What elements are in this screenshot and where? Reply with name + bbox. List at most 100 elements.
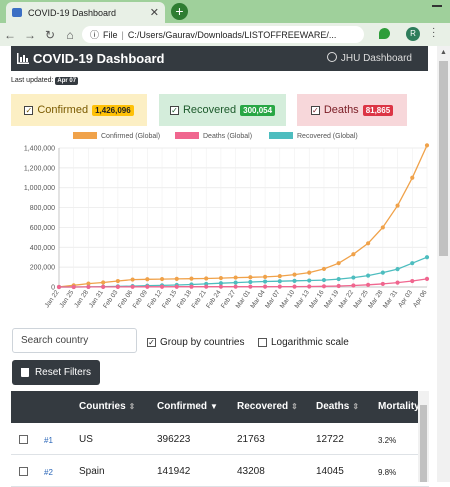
series-line — [59, 256, 428, 288]
deaths-card[interactable]: ✓ Deaths 81,865 — [297, 94, 407, 126]
y-tick-label: 1,200,000 — [24, 165, 55, 172]
tab-title: COVID-19 Dashboard — [28, 7, 117, 18]
data-point — [307, 278, 312, 283]
bar-chart-icon — [17, 53, 29, 64]
legend-swatch — [73, 132, 97, 139]
search-country-input[interactable] — [12, 328, 137, 353]
browser-tab[interactable]: COVID-19 Dashboard ✕ — [6, 2, 165, 23]
sort-desc-icon: ▼ — [210, 402, 218, 411]
page-scrollbar[interactable]: ▲ — [437, 46, 450, 482]
data-point — [277, 279, 282, 284]
data-point — [159, 276, 165, 282]
address-bar[interactable]: ⓘ File | C:/Users/Gaurav/Downloads/LISTO… — [82, 26, 364, 43]
table-row[interactable]: #2 Spain 141942 43208 14045 9.8% — [11, 455, 429, 487]
row-checkbox[interactable] — [19, 467, 28, 476]
data-point — [366, 273, 371, 278]
logarithmic-scale-option[interactable]: Logarithmic scale — [258, 337, 349, 348]
sort-icon: ⇕ — [128, 402, 136, 411]
close-tab-icon[interactable]: ✕ — [149, 7, 159, 19]
col-mortality[interactable]: Mortality — [378, 401, 418, 412]
data-point — [277, 284, 282, 289]
confirmed-checkbox[interactable]: ✓ — [24, 105, 34, 115]
data-point — [218, 284, 224, 289]
deaths-label: Deaths — [323, 104, 359, 116]
reset-filters-button[interactable]: Reset Filters — [12, 360, 100, 385]
last-updated-date: Apr 07 — [55, 77, 79, 85]
data-point — [248, 275, 253, 280]
home-icon[interactable]: ⌂ — [66, 27, 74, 42]
deaths-checkbox[interactable]: ✓ — [310, 105, 320, 115]
extension-icon[interactable] — [379, 28, 390, 39]
group-by-countries-label: Group by countries — [160, 337, 245, 348]
table-scroll-thumb[interactable] — [420, 405, 427, 482]
data-point — [424, 276, 430, 281]
country-name: Spain — [79, 466, 105, 477]
data-point — [115, 278, 120, 284]
row-index: #2 — [44, 468, 53, 477]
row-checkbox[interactable] — [19, 435, 28, 444]
data-point — [380, 270, 385, 275]
mortality-rate: 9.8% — [378, 468, 397, 477]
reset-filters-label: Reset Filters — [34, 367, 92, 378]
data-point — [145, 284, 150, 289]
y-tick-label: 600,000 — [30, 225, 55, 232]
data-point — [351, 275, 356, 280]
data-point — [292, 272, 297, 277]
data-point — [262, 279, 268, 284]
data-point — [86, 281, 91, 286]
global-cases-chart: Confirmed (Global) Deaths (Global) Recover… — [24, 132, 430, 310]
forward-icon[interactable]: → — [24, 27, 36, 42]
legend-label: Recovered (Global) — [297, 133, 358, 140]
y-tick-label: 1,000,000 — [24, 185, 55, 192]
recovered-count: 43208 — [237, 466, 265, 477]
minimize-icon[interactable] — [432, 5, 442, 7]
recovered-card[interactable]: ✓ Recovered 300,054 — [159, 94, 286, 126]
data-point — [351, 252, 356, 257]
logarithmic-scale-label: Logarithmic scale — [271, 337, 349, 348]
data-point — [292, 284, 297, 289]
data-point — [174, 284, 179, 289]
trash-icon — [20, 368, 29, 377]
scroll-up-icon[interactable]: ▲ — [440, 49, 447, 56]
profile-avatar[interactable]: R — [406, 27, 420, 41]
y-tick-label: 400,000 — [30, 245, 55, 252]
y-tick-label: 1,400,000 — [24, 146, 55, 153]
recovered-checkbox[interactable]: ✓ — [169, 105, 179, 115]
data-point — [145, 277, 150, 282]
data-point — [410, 261, 415, 266]
data-point — [321, 277, 327, 283]
data-point — [218, 281, 224, 286]
table-row[interactable]: #1 US 396223 21763 12722 3.2% — [11, 423, 429, 455]
col-confirmed[interactable]: Confirmed ▼ — [157, 401, 218, 412]
data-point — [101, 280, 106, 285]
data-point — [366, 241, 371, 246]
col-deaths[interactable]: Deaths ⇕ — [316, 401, 360, 412]
col-recovered[interactable]: Recovered ⇕ — [237, 401, 298, 412]
data-point — [233, 280, 238, 285]
data-point — [189, 276, 194, 281]
countries-table: Countries ⇕ Confirmed ▼ Recovered ⇕ Deaths ⇕… — [11, 391, 429, 487]
x-tick-label: Apr 03 — [397, 289, 414, 309]
back-icon[interactable]: ← — [4, 27, 16, 42]
table-scrollbar[interactable] — [418, 391, 429, 482]
col-countries[interactable]: Countries ⇕ — [79, 401, 136, 412]
data-point — [189, 284, 194, 289]
data-point — [410, 175, 415, 180]
confirmed-card[interactable]: ✓ Confirmed 1,426,096 — [11, 94, 147, 126]
group-by-countries-checkbox[interactable]: ✓ — [147, 338, 156, 347]
group-by-countries-option[interactable]: ✓ Group by countries — [147, 337, 245, 348]
jhu-dashboard-link[interactable]: JHU Dashboard — [326, 52, 412, 64]
data-point — [115, 284, 120, 289]
data-point — [101, 284, 106, 290]
data-point — [233, 284, 238, 289]
deaths-count: 14045 — [316, 466, 344, 477]
page-scroll-thumb[interactable] — [439, 61, 448, 256]
sort-icon: ⇕ — [291, 402, 298, 411]
logarithmic-scale-checkbox[interactable] — [258, 338, 267, 347]
data-point — [307, 284, 312, 289]
data-point — [410, 278, 415, 284]
new-tab-button[interactable]: + — [171, 3, 188, 20]
browser-menu-icon[interactable]: · · · — [432, 23, 436, 42]
data-point — [292, 278, 297, 283]
reload-icon[interactable]: ↻ — [44, 27, 56, 42]
